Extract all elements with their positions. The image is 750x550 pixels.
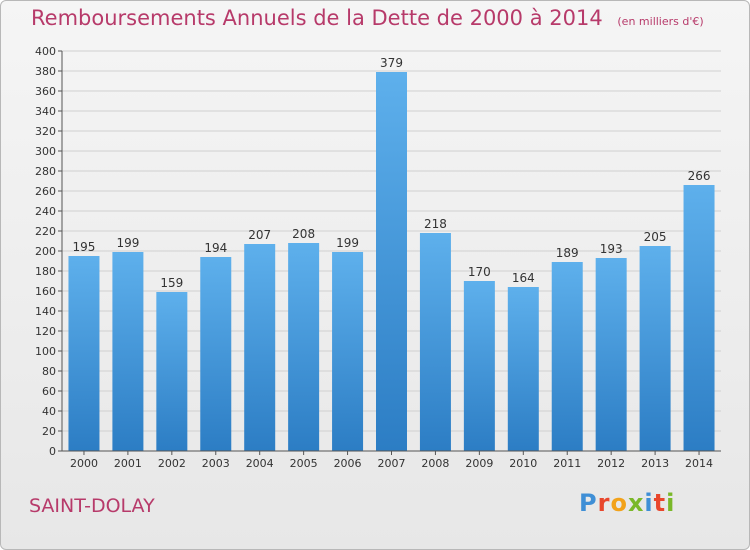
data-label: 189 — [556, 246, 579, 260]
x-tick-label: 2007 — [378, 457, 406, 470]
y-tick-label: 20 — [42, 425, 56, 438]
bar — [639, 246, 671, 451]
data-label: 199 — [116, 236, 139, 250]
commune-name: SAINT-DOLAY — [29, 495, 155, 517]
logo-letter: t — [653, 489, 667, 517]
bars — [68, 72, 715, 451]
data-label: 218 — [424, 217, 447, 231]
data-label: 194 — [204, 241, 227, 255]
x-tick-label: 2010 — [509, 457, 537, 470]
x-tick-label: 2011 — [553, 457, 581, 470]
y-tick-label: 340 — [35, 105, 56, 118]
y-tick-labels: 0 20 40 60 80 100 120 140 160 180 200 220 240 260 280 3… — [35, 45, 56, 458]
x-tick-label: 2000 — [70, 457, 98, 470]
x-tick-label: 2001 — [114, 457, 142, 470]
data-label: 193 — [600, 242, 623, 256]
x-tick-label: 2008 — [421, 457, 449, 470]
axes — [58, 50, 721, 455]
data-label: 207 — [248, 228, 271, 242]
y-tick-label: 180 — [35, 265, 56, 278]
x-tick-label: 2004 — [246, 457, 274, 470]
y-tick-label: 160 — [35, 285, 56, 298]
y-tick-label: 0 — [49, 445, 56, 458]
y-tick-label: 140 — [35, 305, 56, 318]
x-tick-label: 2002 — [158, 457, 186, 470]
data-label: 205 — [644, 230, 667, 244]
bar — [200, 257, 232, 451]
logo-letter: o — [610, 489, 628, 517]
x-tick-label: 2006 — [334, 457, 362, 470]
y-tick-label: 220 — [35, 225, 56, 238]
x-tick-label: 2013 — [641, 457, 669, 470]
title-text: Remboursements Annuels de la Dette de 20… — [31, 6, 603, 30]
y-tick-label: 400 — [35, 45, 56, 58]
y-tick-label: 320 — [35, 125, 56, 138]
y-tick-label: 240 — [35, 205, 56, 218]
x-tick-labels: 2000 2001 2002 2003 2004 2005 2006 2007 2008 2009… — [70, 457, 713, 470]
y-tick-label: 100 — [35, 345, 56, 358]
logo-letter: i — [666, 489, 676, 517]
proxiti-logo: Proxiti — [579, 489, 675, 517]
y-tick-label: 120 — [35, 325, 56, 338]
data-labels: 195 199 159 194 207 208 199 379 218 170 164 189 193 2… — [73, 56, 711, 290]
data-label: 170 — [468, 265, 491, 279]
bar — [507, 287, 539, 451]
y-tick-label: 40 — [42, 405, 56, 418]
data-label: 164 — [512, 271, 535, 285]
bar — [595, 258, 627, 451]
bar — [244, 244, 276, 451]
bar — [683, 185, 715, 451]
y-tick-label: 380 — [35, 65, 56, 78]
bar — [156, 292, 188, 451]
data-label: 379 — [380, 56, 403, 70]
x-tick-label: 2009 — [465, 457, 493, 470]
y-tick-label: 300 — [35, 145, 56, 158]
chart-title: Remboursements Annuels de la Dette de 20… — [31, 6, 704, 30]
data-label: 159 — [160, 276, 183, 290]
y-tick-label: 360 — [35, 85, 56, 98]
y-tick-label: 80 — [42, 365, 56, 378]
logo-letter: x — [627, 489, 645, 517]
y-tick-label: 200 — [35, 245, 56, 258]
bar — [332, 252, 364, 451]
data-label: 195 — [73, 240, 96, 254]
bar — [551, 262, 583, 451]
bar — [288, 243, 320, 451]
bar — [463, 281, 495, 451]
logo-letter: i — [644, 489, 654, 517]
x-tick-label: 2005 — [290, 457, 318, 470]
data-label: 266 — [688, 169, 711, 183]
logo-letter: P — [579, 489, 598, 517]
x-tick-label: 2012 — [597, 457, 625, 470]
logo-letter: r — [597, 489, 611, 517]
bar — [376, 72, 407, 451]
y-tick-label: 280 — [35, 165, 56, 178]
bar — [68, 256, 100, 451]
x-tick-label: 2003 — [202, 457, 230, 470]
bar — [112, 252, 144, 451]
data-label: 208 — [292, 227, 315, 241]
data-label: 199 — [336, 236, 359, 250]
bar — [419, 233, 451, 451]
x-tick-label: 2014 — [685, 457, 713, 470]
y-tick-label: 60 — [42, 385, 56, 398]
chart-subtitle: (en milliers d'€) — [617, 15, 704, 28]
y-tick-label: 260 — [35, 185, 56, 198]
